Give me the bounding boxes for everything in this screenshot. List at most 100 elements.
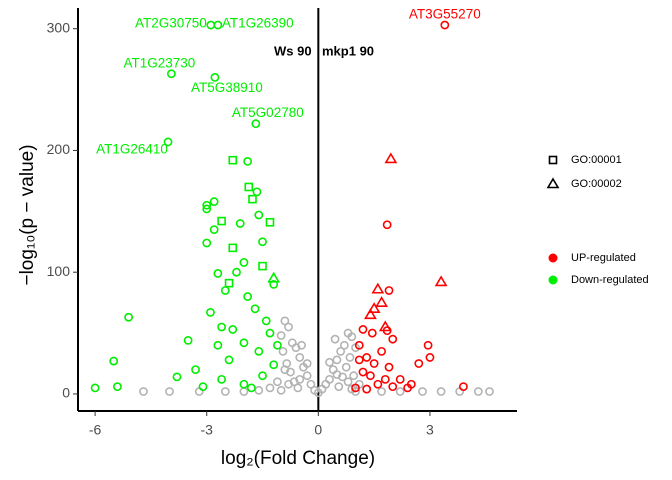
point	[434, 275, 448, 287]
point	[243, 157, 253, 166]
point	[273, 340, 282, 350]
point	[217, 374, 227, 384]
point	[166, 69, 176, 79]
point	[276, 331, 286, 340]
point	[228, 325, 238, 334]
point	[395, 387, 405, 396]
point	[248, 194, 257, 204]
point	[113, 382, 122, 392]
point	[349, 371, 359, 381]
y-tick-label: 100	[47, 263, 71, 279]
point	[345, 353, 355, 362]
point	[332, 370, 342, 379]
point	[459, 382, 468, 392]
point	[341, 362, 351, 372]
x-axis-title: log₂(Fold Change)	[221, 448, 375, 469]
point	[354, 340, 364, 350]
point	[265, 217, 275, 227]
point	[273, 377, 282, 387]
point	[228, 243, 238, 253]
point	[382, 220, 392, 230]
point	[362, 353, 372, 362]
point	[313, 388, 323, 398]
point	[124, 312, 133, 322]
point-label: AT5G02780	[232, 105, 304, 120]
point	[109, 356, 119, 366]
point	[358, 367, 368, 377]
legend-label: GO:00002	[571, 178, 622, 190]
point	[440, 20, 450, 30]
x-tick-label: 3	[426, 422, 434, 438]
x-tick-label: -3	[200, 422, 213, 438]
point	[384, 286, 394, 295]
point	[382, 326, 392, 336]
legend-symbol	[548, 253, 558, 263]
x-tick-label: 0	[314, 422, 322, 438]
point	[280, 316, 290, 326]
point	[246, 383, 256, 393]
point	[232, 267, 241, 277]
point	[369, 359, 379, 368]
point	[354, 355, 364, 365]
point	[347, 332, 357, 342]
point	[351, 387, 360, 396]
point	[165, 387, 174, 396]
point	[202, 204, 212, 214]
point	[388, 334, 398, 344]
point	[198, 382, 208, 392]
point	[334, 382, 344, 392]
point	[239, 379, 249, 389]
point	[336, 346, 346, 356]
point	[302, 371, 312, 381]
point	[239, 258, 249, 267]
point	[265, 328, 275, 338]
point	[395, 374, 405, 384]
point	[213, 269, 223, 278]
point-label: AT1G26410	[96, 141, 168, 156]
point-label: AT2G30750	[135, 16, 207, 31]
y-tick-label: 0	[62, 385, 70, 401]
point	[367, 328, 377, 338]
point	[330, 334, 340, 344]
point	[377, 346, 386, 356]
point	[254, 346, 264, 356]
legend-label: GO:00001	[571, 154, 622, 166]
point	[380, 374, 390, 384]
point	[332, 355, 342, 365]
point	[269, 360, 279, 370]
point	[228, 155, 238, 165]
point	[261, 316, 271, 326]
point	[250, 304, 260, 314]
point	[295, 353, 305, 362]
point	[423, 340, 433, 350]
point	[213, 20, 223, 30]
y-tick-label: 300	[47, 19, 71, 35]
point	[251, 119, 261, 129]
point	[375, 296, 388, 307]
point	[403, 383, 413, 393]
point	[172, 372, 182, 382]
point-label: AT5G38910	[191, 80, 263, 95]
point	[217, 322, 227, 332]
legend-label: UP-regulated	[571, 252, 636, 264]
point	[325, 357, 334, 367]
point	[287, 338, 297, 348]
x-tick-label: -6	[89, 422, 102, 438]
point	[436, 387, 446, 396]
point	[220, 286, 230, 295]
point	[473, 387, 483, 396]
point	[418, 387, 427, 396]
point	[278, 346, 288, 356]
point	[220, 387, 230, 396]
point	[194, 387, 204, 396]
point	[366, 371, 375, 381]
point	[243, 292, 253, 301]
point	[384, 362, 394, 372]
point	[191, 365, 200, 375]
point	[325, 374, 334, 384]
point	[455, 387, 465, 396]
point	[343, 377, 353, 387]
point	[284, 379, 293, 389]
y-tick-label: 200	[47, 141, 71, 157]
